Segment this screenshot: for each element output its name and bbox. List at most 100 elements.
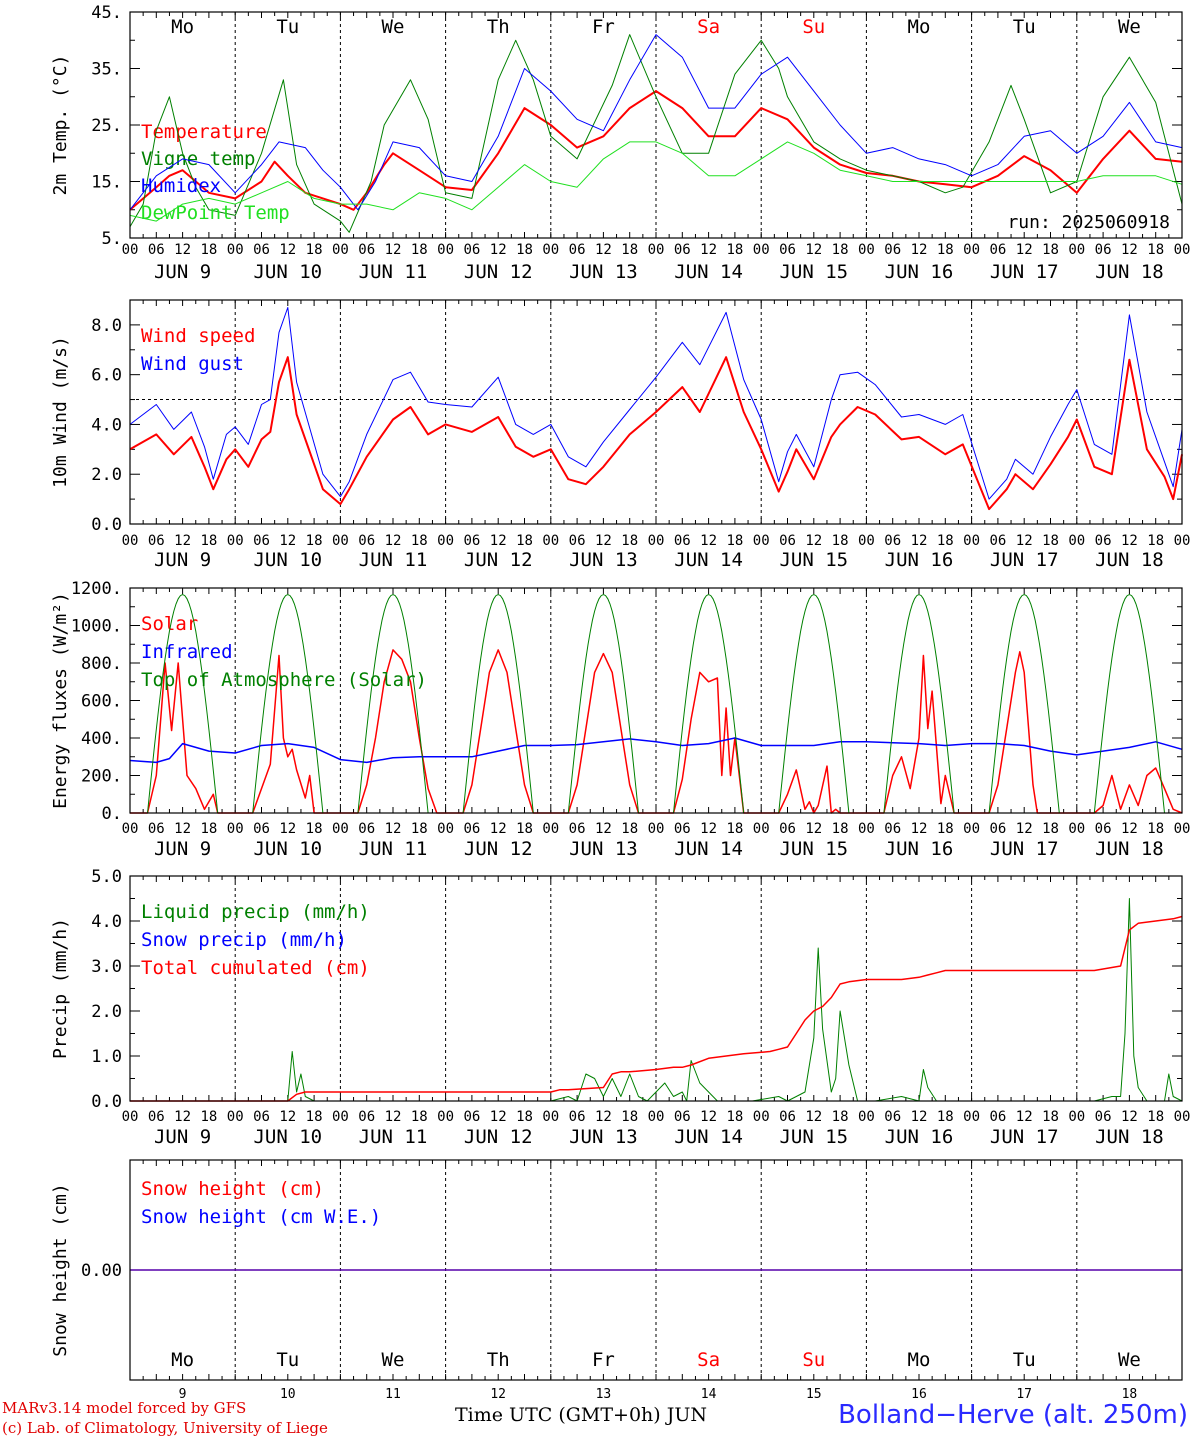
y-tick-label: 4.0 [91,912,122,932]
x-hour-label: 18 [1042,242,1059,258]
x-hour-label: 00 [858,1109,875,1125]
x-hour-label: 00 [227,1109,244,1125]
y-tick-label: 1.0 [91,1047,122,1067]
legend-entry: Temperature [141,121,267,143]
x-hour-label: 12 [805,242,822,258]
x-hour-label: 18 [832,533,849,549]
x-hour-label: 06 [884,1109,901,1125]
x-date-label: JUN 9 [154,838,211,860]
credit-model: MARv3.14 model forced by GFS [2,1399,247,1417]
x-date-label: JUN 12 [464,261,533,283]
legend-entry: Total cumulated (cm) [141,957,370,979]
x-hour-label: 00 [648,242,665,258]
y-tick-label: 400. [81,729,122,749]
panel-1: 5. 15. 25. 35. 45. 2m Temp. (°C) Temperature Vi… [50,3,1190,283]
y-tick-label: 1200. [71,579,122,599]
x-hour-label: 18 [516,242,533,258]
x-hour-label: 18 [516,533,533,549]
x-date-label: JUN 10 [253,261,322,283]
day-number-label: 13 [596,1387,612,1402]
x-hour-label: 06 [463,821,480,837]
x-hour-label: 06 [989,821,1006,837]
legend-entry: Humidex [141,175,221,197]
x-hour-label: 12 [385,533,402,549]
weekday-label: Th [487,16,510,38]
weekday-label: Tu [276,16,299,38]
x-hour-label: 18 [516,1109,533,1125]
y-tick-label: 6.0 [91,366,122,386]
weekday-label-bottom: We [1118,1349,1141,1371]
x-hour-label: 06 [569,821,586,837]
y-tick-label: 15. [91,173,122,193]
day-number-label: 17 [1016,1387,1032,1402]
x-date-label: JUN 13 [569,261,638,283]
y-tick-label: 800. [81,654,122,674]
x-hour-label: 00 [753,821,770,837]
x-date-label: JUN 16 [885,1126,954,1148]
x-date-label: JUN 11 [359,1126,428,1148]
legend-entry: Snow height (cm) [141,1178,324,1200]
x-hour-label: 12 [595,242,612,258]
x-hour-label: 18 [1147,242,1164,258]
x-hour-label: 18 [411,1109,428,1125]
x-hour-label: 12 [385,821,402,837]
x-hour-label: 12 [700,242,717,258]
x-hour-label: 18 [1042,821,1059,837]
x-hour-label: 18 [306,821,323,837]
day-number-label: 9 [179,1387,187,1402]
x-hour-label: 12 [700,533,717,549]
x-hour-label: 00 [122,242,139,258]
x-hour-label: 06 [148,533,165,549]
weekday-label: Tu [1013,16,1036,38]
weekday-label: Mo [171,16,194,38]
y-tick-label: 8.0 [91,316,122,336]
x-hour-label: 00 [1068,242,1085,258]
y-tick-label: 0.00 [81,1261,122,1281]
plot-frame [129,1159,1183,1381]
y-tick-label: 45. [91,3,122,23]
panel-5: 0.00 Snow height (cm) Snow height (cm) Snow… [50,1159,1183,1381]
weekday-label-bottom: Tu [1013,1349,1036,1371]
series-line-solar [130,649,1183,814]
weekday-label: We [1118,16,1141,38]
day-number-label: 10 [280,1387,296,1402]
x-hour-label: 18 [937,533,954,549]
x-date-label: JUN 15 [779,838,848,860]
x-hour-label: 18 [411,821,428,837]
x-hour-label: 12 [700,821,717,837]
weekday-label-bottom: Sa [697,1349,720,1371]
y-axis-label: 10m Wind (m/s) [50,336,71,488]
legend-entry: Top of Atmosphere (Solar) [141,669,427,691]
x-hour-label: 12 [279,821,296,837]
x-hour-label: 06 [1095,821,1112,837]
x-hour-label: 12 [279,242,296,258]
x-hour-label: 06 [148,1109,165,1125]
legend-entry: Solar [141,613,198,635]
x-hour-label: 06 [779,533,796,549]
x-hour-label: 18 [200,1109,217,1125]
x-date-label: JUN 13 [569,838,638,860]
x-date-label: JUN 18 [1095,1126,1164,1148]
y-axis-label: 2m Temp. (°C) [50,55,71,196]
panel-2: 0.0 2.0 4.0 6.0 8.0 10m Wind (m/s) Wind speed W… [50,299,1190,571]
x-date-label: JUN 17 [990,549,1059,571]
x-hour-label: 12 [700,1109,717,1125]
x-hour-label: 18 [621,821,638,837]
x-hour-label: 06 [358,1109,375,1125]
weekday-label-bottom: Fr [592,1349,615,1371]
x-date-label: JUN 16 [885,261,954,283]
x-hour-label: 12 [911,533,928,549]
x-hour-label: 06 [779,821,796,837]
x-hour-label: 00 [1068,821,1085,837]
x-hour-label: 12 [805,1109,822,1125]
x-hour-label: 06 [674,242,691,258]
y-tick-label: 3.0 [91,957,122,977]
x-hour-label: 06 [674,1109,691,1125]
x-hour-label: 00 [753,242,770,258]
x-hour-label: 12 [595,1109,612,1125]
x-hour-label: 18 [1147,1109,1164,1125]
y-tick-label: 600. [81,692,122,712]
x-hour-label: 18 [621,533,638,549]
x-hour-label: 12 [911,242,928,258]
x-hour-label: 18 [200,821,217,837]
